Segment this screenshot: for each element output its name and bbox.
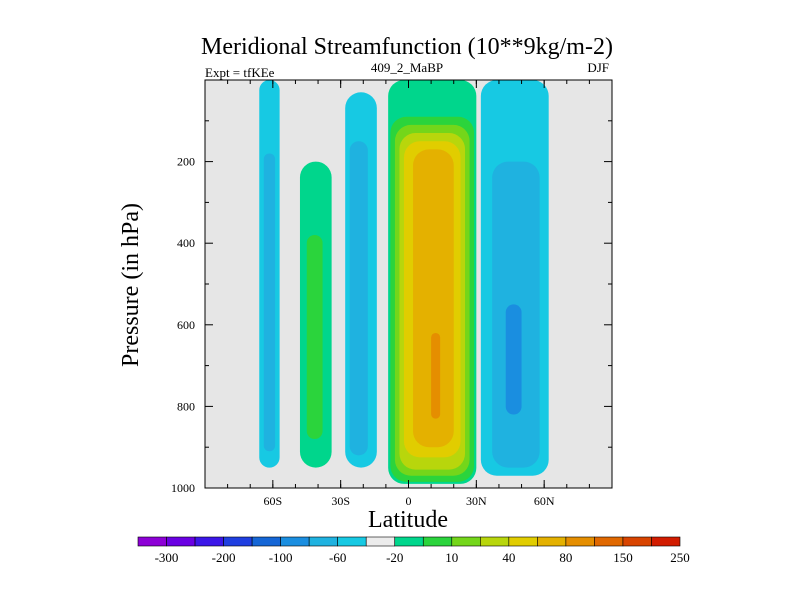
colorbar-swatch <box>422 536 453 547</box>
colorbar-swatch <box>223 536 253 547</box>
colorbar-swatch <box>451 536 481 547</box>
colorbar-swatch <box>137 536 167 547</box>
colorbar-swatch <box>508 536 538 547</box>
colorbar-label: -200 <box>212 550 236 565</box>
y-tick-label: 600 <box>177 318 195 332</box>
colorbar-swatch <box>308 536 338 547</box>
x-tick-label: 0 <box>406 494 412 508</box>
colorbar-swatch <box>166 536 196 547</box>
y-axis: 200 400 600 800 1000 <box>171 120 612 495</box>
colorbar-swatch <box>194 536 224 547</box>
contour-cells <box>259 80 549 484</box>
colorbar-swatch <box>537 536 567 547</box>
x-tick-label: 30N <box>466 494 487 508</box>
y-axis-label: Pressure (in hPa) <box>118 203 144 367</box>
y-tick-label: 400 <box>177 236 195 250</box>
colorbar <box>137 536 681 547</box>
colorbar-swatch <box>622 536 652 547</box>
y-tick-label: 800 <box>177 399 195 413</box>
colorbar-label: -300 <box>155 550 179 565</box>
colorbar-swatch <box>651 536 681 547</box>
colorbar-label: 80 <box>559 550 572 565</box>
colorbar-label: -60 <box>329 550 346 565</box>
cell-45n-inner <box>505 304 522 415</box>
colorbar-swatch <box>565 536 595 547</box>
hadley-250 <box>413 149 454 448</box>
colorbar-swatch <box>337 536 367 547</box>
experiment-label: Expt = tfKEe <box>205 65 275 80</box>
y-tick-label: 1000 <box>171 481 195 495</box>
x-tick-label: 30S <box>331 494 350 508</box>
colorbar-swatch <box>280 536 310 547</box>
cell-25s-core <box>349 141 368 456</box>
y-tick-label: 200 <box>177 155 195 169</box>
cell-40s-core <box>306 235 323 440</box>
colorbar-swatch <box>594 536 624 547</box>
hadley-core <box>431 332 441 419</box>
colorbar-label: -100 <box>269 550 293 565</box>
cell-60s-core <box>263 153 276 452</box>
colorbar-label: -20 <box>386 550 403 565</box>
colorbar-swatch <box>394 536 424 547</box>
colorbar-label: 150 <box>613 550 633 565</box>
x-tick-label: 60N <box>534 494 555 508</box>
colorbar-labels: -300 -200 -100 -60 -20 10 40 80 150 250 <box>155 550 690 565</box>
x-axis: 60S 30S 0 30N 60N <box>227 80 590 508</box>
colorbar-label: 40 <box>502 550 515 565</box>
chart-title: Meridional Streamfunction (10**9kg/m-2) <box>201 34 613 60</box>
x-axis-label: Latitude <box>368 507 448 533</box>
season-label: DJF <box>587 60 609 75</box>
colorbar-swatch <box>480 536 510 547</box>
x-tick-label: 60S <box>263 494 282 508</box>
colorbar-label: 250 <box>670 550 690 565</box>
run-label: 409_2_MaBP <box>371 60 443 75</box>
colorbar-swatch <box>251 536 281 547</box>
colorbar-swatch <box>365 536 396 547</box>
colorbar-label: 10 <box>445 550 458 565</box>
